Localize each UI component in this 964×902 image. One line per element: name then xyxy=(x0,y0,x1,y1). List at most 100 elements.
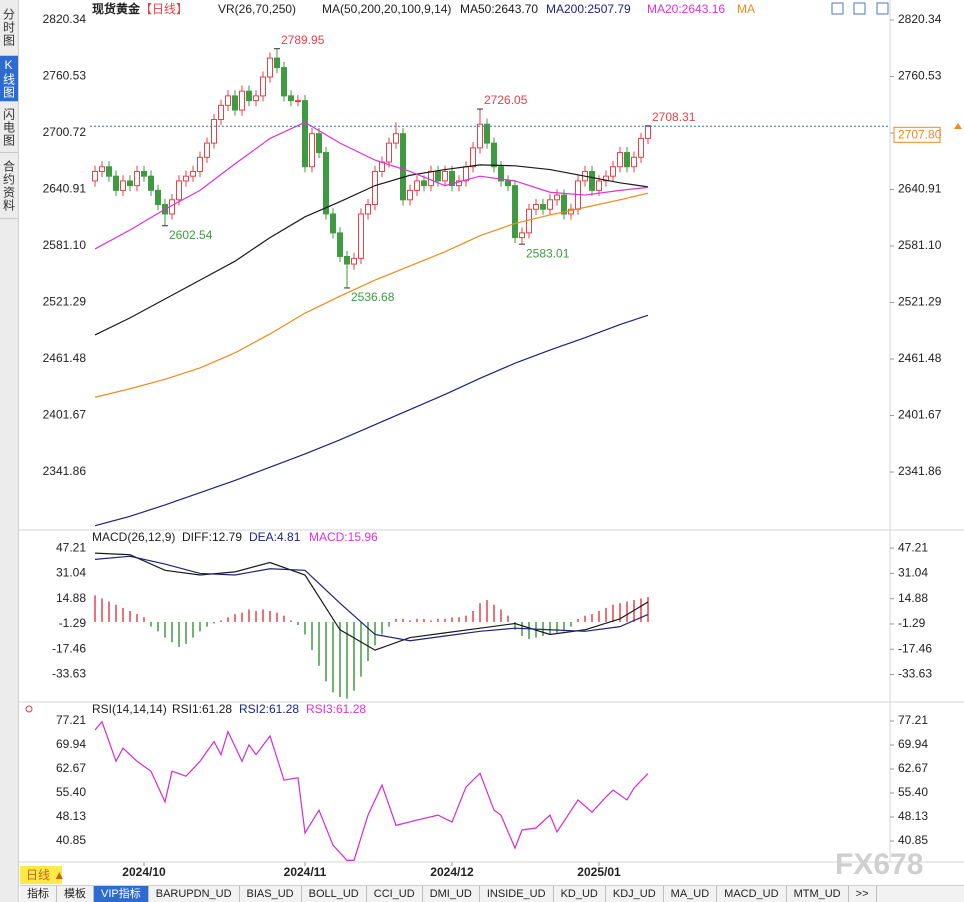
macd-line xyxy=(94,552,649,651)
y-tick-label: 2760.53 xyxy=(43,69,87,83)
candle-body xyxy=(617,152,623,168)
y-tick-label: 55.40 xyxy=(898,785,928,799)
candle-body xyxy=(442,170,448,182)
indicator-tab[interactable]: 模板 xyxy=(57,886,94,902)
panel-title: MACD(26,12,9) xyxy=(92,530,175,544)
candle-body xyxy=(176,180,182,201)
legend-entry: DIFF:12.79 xyxy=(182,530,242,544)
candle-body xyxy=(274,57,280,69)
indicator-tab[interactable]: BIAS_UD xyxy=(240,886,302,902)
candle-body xyxy=(624,152,630,168)
indicator-tab[interactable]: MTM_UD xyxy=(787,886,849,902)
candle-body xyxy=(414,180,420,191)
candle-body xyxy=(351,257,357,265)
candle-body xyxy=(540,204,546,210)
candle-body xyxy=(589,170,595,191)
sidebar: 分时图 K线图 闪电图 合约资料 xyxy=(0,0,19,902)
candle-body xyxy=(561,194,567,215)
period-button-label[interactable]: 日线 ▲ xyxy=(26,868,65,882)
y-tick-label: 69.94 xyxy=(56,737,86,751)
y-tick-label: 2401.67 xyxy=(43,408,87,422)
candle-body xyxy=(246,90,252,102)
icon[interactable] xyxy=(853,2,866,15)
candle-body xyxy=(330,213,336,234)
period-button[interactable] xyxy=(20,866,62,884)
side-tab[interactable]: 闪电图 xyxy=(0,102,18,153)
watermark: FX678 xyxy=(835,848,923,881)
candle-body xyxy=(554,194,560,201)
chart-title: 现货黄金 xyxy=(92,1,141,16)
indicator-tab[interactable]: VIP指标 xyxy=(94,886,149,902)
y-tick-label: 48.13 xyxy=(56,809,86,823)
y-tick-label: 69.94 xyxy=(898,737,928,751)
candle-body xyxy=(400,133,406,201)
legend-entry: RSI2:61.28 xyxy=(239,702,299,716)
indicator-tab[interactable]: MACD_UD xyxy=(717,886,787,902)
arrow-icon xyxy=(954,123,962,129)
y-tick-label: 2760.53 xyxy=(898,69,942,83)
candle-body xyxy=(484,123,490,144)
y-tick-label: 2820.34 xyxy=(898,12,942,26)
y-tick-label: -33.63 xyxy=(52,667,86,681)
candle-body xyxy=(519,232,525,239)
y-tick-label: 31.04 xyxy=(56,566,86,580)
indicator-tab[interactable]: 指标 xyxy=(20,886,57,902)
candle-body xyxy=(281,67,287,97)
y-tick-label: 48.13 xyxy=(898,809,928,823)
indicator-tab[interactable]: BOLL_UD xyxy=(302,886,367,902)
candle-body xyxy=(449,170,455,187)
candle-body xyxy=(92,170,98,182)
candle-body xyxy=(491,142,497,168)
period-label: 【日线】 xyxy=(140,2,188,16)
icon[interactable] xyxy=(876,2,889,15)
candle-body xyxy=(232,95,238,111)
side-tab[interactable]: K线图 xyxy=(0,56,18,102)
legend-entry: MA(50,200,20,100,9,14) xyxy=(322,2,451,16)
candle-body xyxy=(316,133,322,154)
candle-body xyxy=(512,185,518,239)
candle-body xyxy=(127,180,133,187)
candle-body xyxy=(288,95,294,102)
indicator-tab[interactable]: MA_UD xyxy=(664,886,718,902)
extreme-label: 2602.54 xyxy=(169,228,213,242)
indicator-tab[interactable]: CCI_UD xyxy=(367,886,423,902)
side-tab[interactable]: 合约资料 xyxy=(0,153,18,219)
indicator-tab[interactable]: BARUPDN_UD xyxy=(149,886,240,902)
y-tick-label: 2341.86 xyxy=(898,464,942,478)
candle-body xyxy=(323,152,329,215)
y-tick-label: 2521.29 xyxy=(43,295,87,309)
indicator-tab[interactable]: DMI_UD xyxy=(423,886,480,902)
extreme-label: 2708.31 xyxy=(652,110,696,124)
y-tick-label: 2461.48 xyxy=(43,351,87,365)
ma-line xyxy=(94,192,649,398)
indicator-tab[interactable]: INSIDE_UD xyxy=(480,886,554,902)
candle-body xyxy=(239,90,245,111)
indicator-tab[interactable]: KD_UD xyxy=(554,886,606,902)
candle-body xyxy=(211,119,217,144)
candle-body xyxy=(610,166,616,177)
x-tick-label: 2024/11 xyxy=(284,865,327,879)
indicator-tabs: 指标 模板 VIP指标 BARUPDN_UD BIAS_UD BOLL_UD CCI_UD D… xyxy=(20,885,964,902)
candle-body xyxy=(533,204,539,210)
current-price-label: 2707.80 xyxy=(898,127,942,141)
candle-body xyxy=(498,166,504,182)
candle-body xyxy=(463,166,469,182)
legend-entry: MA20:2643.16 xyxy=(647,2,725,16)
icon[interactable] xyxy=(831,2,844,15)
indicator-tab[interactable]: KDJ_UD xyxy=(606,886,664,902)
candle-body xyxy=(568,208,574,215)
candle-body xyxy=(456,180,462,187)
candle-body xyxy=(204,142,210,158)
ma-line xyxy=(94,314,649,527)
candle-body xyxy=(645,125,651,139)
legend-entry: VR(26,70,250) xyxy=(218,2,296,16)
candle-body xyxy=(386,142,392,163)
y-tick-label: 31.04 xyxy=(898,566,928,580)
y-tick-label: 2401.67 xyxy=(898,408,942,422)
legend-entry: MA200:2507.79 xyxy=(546,2,631,16)
indicator-tab[interactable]: >> xyxy=(849,886,877,902)
ma-line xyxy=(94,121,649,250)
candle-body xyxy=(344,255,350,265)
side-tab[interactable]: 分时图 xyxy=(0,0,18,56)
